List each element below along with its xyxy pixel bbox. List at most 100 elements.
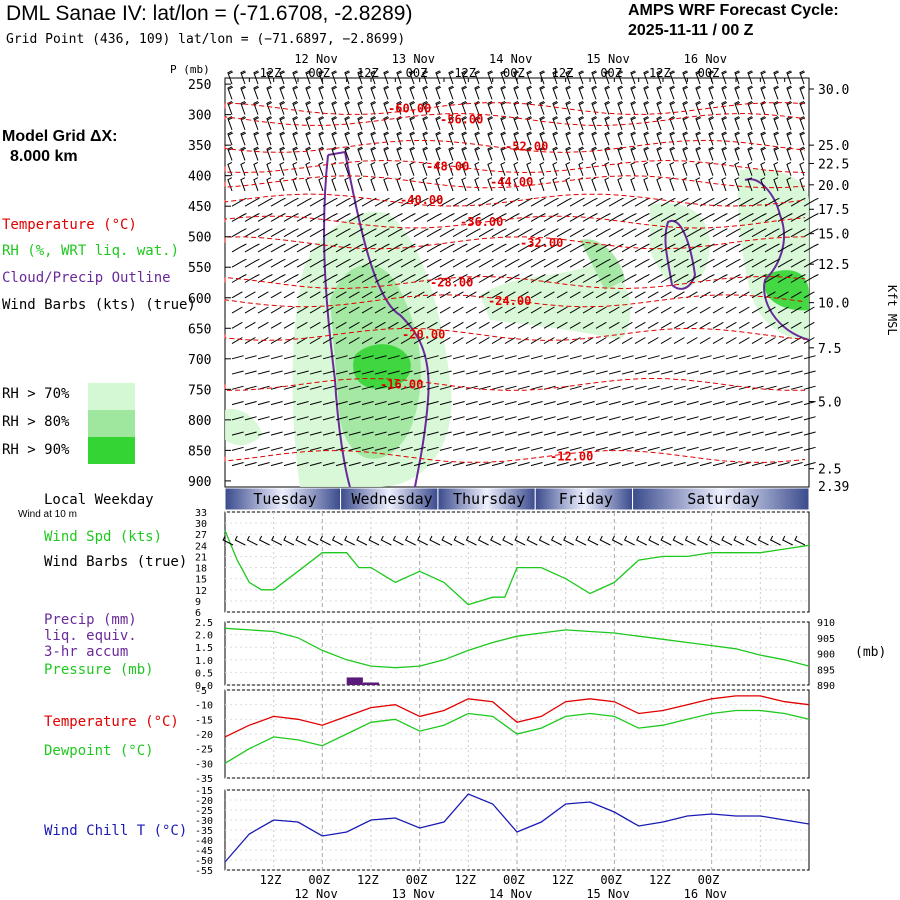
wind-barb — [517, 370, 530, 375]
wind-barb — [725, 462, 738, 467]
rh-region — [580, 239, 625, 290]
wind-barb — [595, 243, 611, 253]
wind-barb — [682, 70, 689, 85]
wind-barb — [604, 116, 611, 131]
wind-barb — [422, 100, 429, 115]
wind-barb — [686, 416, 699, 421]
wind-barb — [647, 291, 659, 299]
wind-barb — [552, 85, 559, 100]
wind-barb — [517, 431, 530, 436]
wind-barb — [244, 306, 256, 314]
wind-barb — [244, 291, 256, 299]
wind-barb — [305, 146, 312, 161]
wind-barb — [543, 228, 559, 238]
wind-barb — [357, 146, 364, 161]
precip-ytick-label: 0.5 — [195, 668, 213, 679]
surface-wind-barb — [490, 535, 502, 546]
wind-barb — [803, 306, 815, 314]
wind-barb — [764, 321, 776, 329]
wind-barb — [348, 228, 364, 238]
wind-barb — [630, 146, 637, 161]
surface-wind-barb — [587, 535, 599, 546]
wind-barb — [504, 321, 516, 329]
wind-barb — [517, 337, 529, 344]
wind-barb — [569, 274, 585, 283]
wind-barb — [296, 197, 312, 207]
wind-barb — [409, 131, 416, 146]
wind-barb — [465, 291, 477, 299]
rh-shading — [225, 169, 809, 487]
wind-barb — [478, 228, 494, 238]
wind-barb — [309, 197, 325, 207]
wind-barb — [647, 370, 660, 375]
wind-barb — [721, 146, 728, 161]
wind-barb — [621, 306, 633, 314]
wind-barb — [426, 228, 442, 238]
wind-barb — [270, 416, 283, 421]
wind-barb — [296, 321, 308, 329]
wind-barb — [725, 258, 741, 268]
wind-barb — [686, 355, 699, 360]
pressure-tick-label: 750 — [188, 383, 211, 398]
wind-barb — [270, 337, 282, 344]
wind-barb — [725, 337, 737, 344]
wind-barb — [803, 446, 816, 451]
wind-barb — [478, 416, 491, 421]
surface-wind-barb — [550, 535, 562, 546]
wind-barb — [630, 116, 637, 131]
wind-barb — [621, 416, 634, 421]
wind-barb — [461, 131, 468, 146]
wind-barb — [569, 337, 581, 344]
wind-barb — [621, 446, 634, 451]
wind-barb — [790, 431, 803, 436]
wind-barb — [569, 385, 582, 390]
wind-barb — [413, 401, 426, 406]
wind-barb — [361, 416, 374, 421]
wind-barb — [591, 146, 598, 161]
wind-barb — [244, 243, 260, 253]
wind-chill-ytick-label: -50 — [195, 856, 213, 867]
wind-barb — [578, 70, 585, 85]
wind-barb — [673, 337, 685, 344]
wind-barb — [387, 243, 403, 253]
wind-barb — [634, 355, 647, 360]
wind-barb — [257, 197, 273, 207]
wind-barb — [608, 213, 624, 222]
wind-barb — [621, 385, 634, 390]
wind-barb — [439, 446, 452, 451]
pressure-tick-label: 350 — [188, 139, 211, 154]
wind-barb — [617, 100, 624, 115]
wind-barb — [270, 431, 283, 436]
wind-barb — [712, 355, 725, 360]
wind-barb — [504, 446, 517, 451]
wind-barb — [413, 446, 426, 451]
wind-barb — [244, 385, 257, 390]
wind-barb — [322, 274, 338, 283]
wind-barb — [426, 462, 439, 467]
wind-barb — [647, 228, 663, 238]
wind-barb — [669, 70, 676, 85]
wind-barb — [309, 291, 321, 299]
wind-barb — [400, 228, 416, 238]
wind-barb — [530, 385, 543, 390]
wind-barb — [396, 100, 403, 115]
wind-barb — [578, 161, 584, 176]
wind-barb — [305, 100, 312, 115]
wind-barb — [465, 446, 478, 451]
day-label: Wednesday — [351, 490, 432, 508]
wind-barb — [738, 446, 751, 451]
wind-barb — [790, 401, 803, 406]
wind-barb — [370, 85, 377, 100]
wind-barb — [374, 243, 390, 253]
surface-wind-barb — [648, 535, 660, 546]
wind-barb — [582, 462, 595, 467]
wind-barb — [283, 401, 296, 406]
wind-barb — [621, 355, 634, 360]
wind-barb — [643, 85, 650, 100]
wind-barb — [595, 197, 611, 207]
wind-barb — [374, 401, 387, 406]
top-hour-label: 00Z — [503, 66, 525, 80]
wind-speed-ytick-label: 33 — [195, 508, 207, 519]
wind-barb — [478, 337, 490, 344]
wind-barb — [283, 385, 296, 390]
